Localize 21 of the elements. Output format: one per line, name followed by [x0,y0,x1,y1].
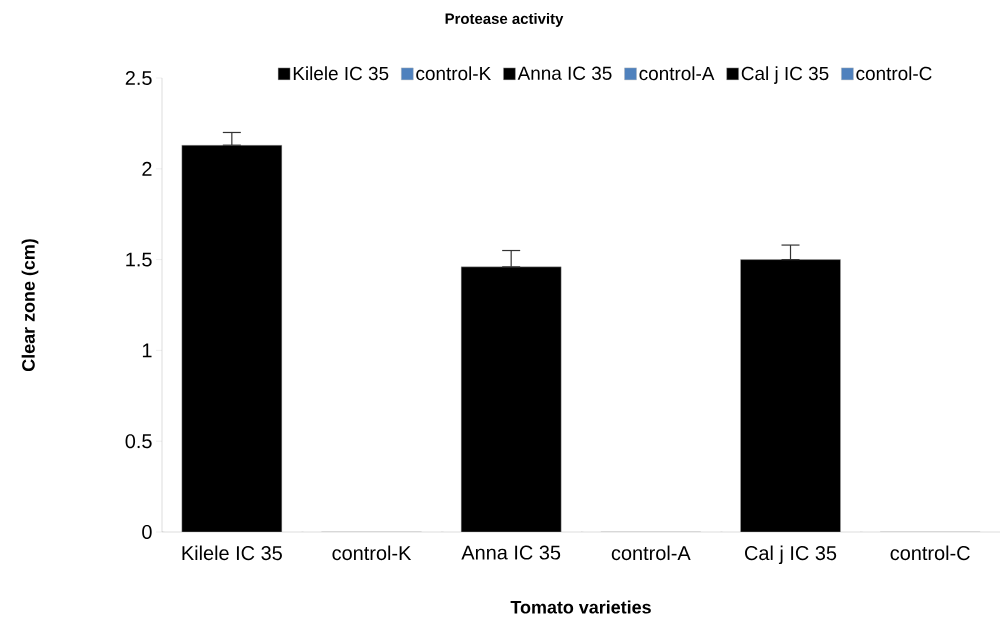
chart-title: Protease activity [445,13,564,27]
y-tick-label: 1.5 [126,252,152,267]
x-tick-label: Anna IC 35 [461,545,561,560]
x-axis-title: Tomato varieties [510,600,651,614]
legend-label: Anna IC 35 [517,66,612,80]
x-tick-label: Cal j IC 35 [745,545,837,565]
x-tick-label: control-K [332,545,412,561]
y-tick-label: 1 [142,343,152,358]
y-tick-label: 0 [142,524,152,540]
x-tick-label: control-C [890,545,970,561]
x-tick-label: Kilele IC 35 [182,545,282,561]
y-tick-label: 2.5 [125,70,152,86]
legend-label: Kilele IC 35 [293,66,389,81]
legend-label: control-C [856,66,932,81]
legend-label: Cal j IC 35 [741,66,829,84]
y-axis-title: Clear zone (cm) [21,239,39,372]
y-tick-label: 2 [142,161,152,176]
x-tick-label: control-A [611,545,691,561]
legend-label: control-K [416,66,491,81]
y-tick-label: 0.5 [125,434,152,449]
legend-label: control-A [639,66,715,81]
